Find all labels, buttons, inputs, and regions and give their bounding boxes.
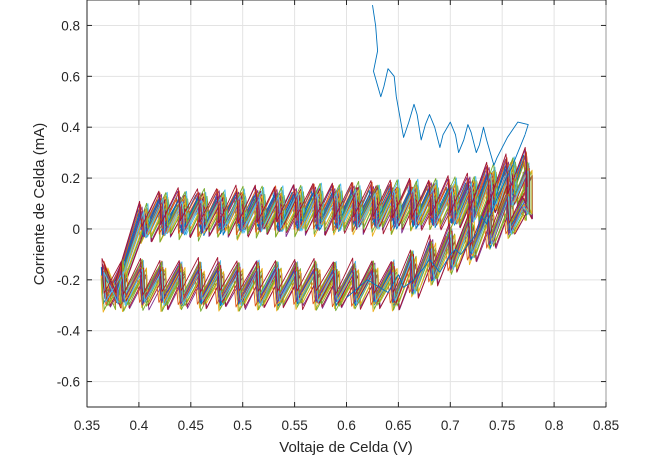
x-tick-label: 0.85 (593, 418, 619, 433)
cycle-trace (103, 151, 529, 300)
x-tick-label: 0.55 (281, 418, 307, 433)
y-tick-label: 0.4 (61, 120, 80, 135)
x-tick-label: 0.7 (441, 418, 460, 433)
x-tick-label: 0.35 (74, 418, 100, 433)
y-tick-label: -0.6 (57, 375, 80, 390)
y-axis-label: Corriente de Celda (mA) (31, 123, 48, 286)
plot-traces (100, 5, 533, 313)
x-tick-label: 0.45 (178, 418, 204, 433)
x-tick-label: 0.5 (233, 418, 252, 433)
x-tick-label: 0.75 (489, 418, 515, 433)
y-tick-label: 0.6 (61, 69, 80, 84)
y-tick-label: 0 (72, 222, 80, 237)
y-tick-label: 0.2 (61, 171, 80, 186)
first-cycle-return-trace (346, 134, 526, 298)
y-tick-labels: 0.8 0.6 0.4 0.2 0 -0.2 -0.4 -0.6 (57, 18, 81, 389)
x-tick-label: 0.8 (545, 418, 564, 433)
y-tick-label: -0.2 (57, 273, 80, 288)
x-tick-labels: 0.35 0.4 0.45 0.5 0.55 0.6 0.65 0.7 0.75 0.8 0.85 (74, 418, 619, 433)
ticks (86, 0, 607, 407)
first-cycle-trace (372, 5, 529, 166)
y-tick-label: -0.4 (57, 324, 81, 339)
x-tick-label: 0.65 (385, 418, 411, 433)
cycle-trace (114, 158, 527, 308)
x-tick-label: 0.6 (337, 418, 356, 433)
cycle-trace (101, 146, 528, 296)
y-tick-label: 0.8 (61, 18, 80, 33)
x-tick-label: 0.4 (130, 418, 149, 433)
cycle-trace (103, 164, 529, 307)
x-axis-label: Voltaje de Celda (V) (279, 439, 412, 456)
